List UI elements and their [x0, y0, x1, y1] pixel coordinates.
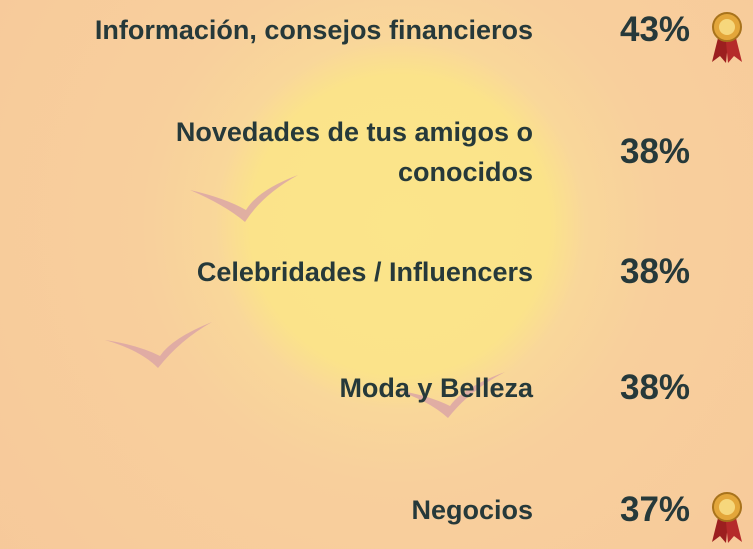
item-label: Moda y Belleza: [339, 373, 533, 403]
item-label: Negocios: [411, 495, 533, 525]
medal-bottom: [712, 492, 742, 543]
item-value: 38%: [620, 368, 691, 407]
item-label: Novedades de tus amigos o conocidos: [175, 117, 533, 187]
item-value: 38%: [620, 132, 691, 171]
medal-top: [712, 12, 742, 63]
bird: [395, 372, 505, 418]
birds: [105, 175, 505, 418]
item-value: 37%: [620, 490, 691, 529]
bird: [105, 322, 212, 368]
bird: [190, 175, 298, 222]
item-label: Información, consejos financieros: [94, 15, 533, 45]
item-label: Celebridades / Influencers: [196, 257, 533, 287]
item-value: 38%: [620, 252, 691, 291]
item-value: 43%: [620, 10, 691, 49]
